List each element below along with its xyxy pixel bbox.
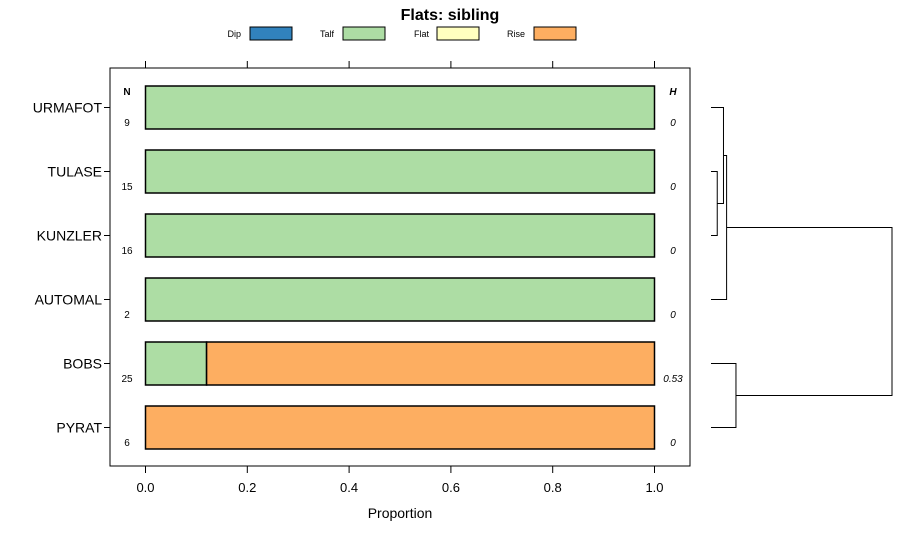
legend: Dip Talf Flat Rise: [227, 26, 577, 41]
x-tick-label-3: 0.6: [442, 480, 460, 495]
legend-swatch-talf: [342, 26, 386, 41]
bar-segment-urmafot-talf: [144, 85, 656, 130]
h-value-automal: 0: [670, 310, 676, 321]
legend-swatch-flat: [436, 26, 480, 41]
category-label-urmafot: URMAFOT: [33, 100, 103, 116]
dendrogram-branch-4: [726, 227, 893, 396]
chart-title: Flats: sibling: [401, 7, 500, 24]
category-label-bobs: BOBS: [63, 356, 102, 372]
category-labels: URMAFOT 9 0 TULASE 15 0 KUNZLER 16 0 AUTOMAL 2 0 BOB…: [33, 100, 683, 450]
n-value-urmafot: 9: [124, 118, 130, 129]
x-tick-label-5: 1.0: [645, 480, 663, 495]
bar-segment-automal-talf: [144, 277, 656, 322]
bars: [144, 85, 656, 450]
bar-segment-pyrat-rise: [144, 405, 656, 450]
legend-label-talf: Talf: [320, 29, 335, 39]
legend-label-rise: Rise: [507, 29, 525, 39]
x-tick-label-2: 0.4: [340, 480, 358, 495]
n-value-tulase: 15: [121, 182, 133, 193]
n-value-automal: 2: [124, 310, 130, 321]
h-value-tulase: 0: [670, 182, 676, 193]
legend-label-flat: Flat: [414, 29, 430, 39]
n-column-header: N: [123, 87, 130, 98]
n-value-kunzler: 16: [121, 246, 133, 257]
dendrogram-branch-0: [711, 171, 718, 236]
h-value-urmafot: 0: [670, 118, 676, 129]
category-label-kunzler: KUNZLER: [37, 228, 102, 244]
dendrogram: [711, 107, 893, 428]
x-tick-label-4: 0.8: [544, 480, 562, 495]
dendrogram-branch-2: [711, 155, 728, 300]
n-value-bobs: 25: [121, 374, 133, 385]
dendrogram-branch-3: [711, 363, 737, 428]
bar-segment-bobs-talf: [144, 341, 208, 386]
x-axis-label: Proportion: [368, 505, 433, 521]
h-value-bobs: 0.53: [663, 374, 683, 385]
bar-segment-kunzler-talf: [144, 213, 656, 258]
x-tick-label-0: 0.0: [136, 480, 154, 495]
h-column-header: H: [669, 87, 677, 98]
bar-segment-tulase-talf: [144, 149, 656, 194]
legend-swatch-dip: [249, 26, 293, 41]
plot-panel-frame: [109, 67, 691, 467]
h-value-pyrat: 0: [670, 438, 676, 449]
category-label-automal: AUTOMAL: [35, 292, 103, 308]
n-value-pyrat: 6: [124, 438, 130, 449]
legend-swatch-rise: [533, 26, 577, 41]
category-label-tulase: TULASE: [48, 164, 102, 180]
h-value-kunzler: 0: [670, 246, 676, 257]
bar-segment-bobs-rise: [205, 341, 656, 386]
legend-label-dip: Dip: [227, 29, 241, 39]
x-tick-label-1: 0.2: [238, 480, 256, 495]
axes: 0.0 0.2 0.4 0.6 0.8 1.0: [104, 61, 664, 495]
category-label-pyrat: PYRAT: [56, 420, 102, 436]
